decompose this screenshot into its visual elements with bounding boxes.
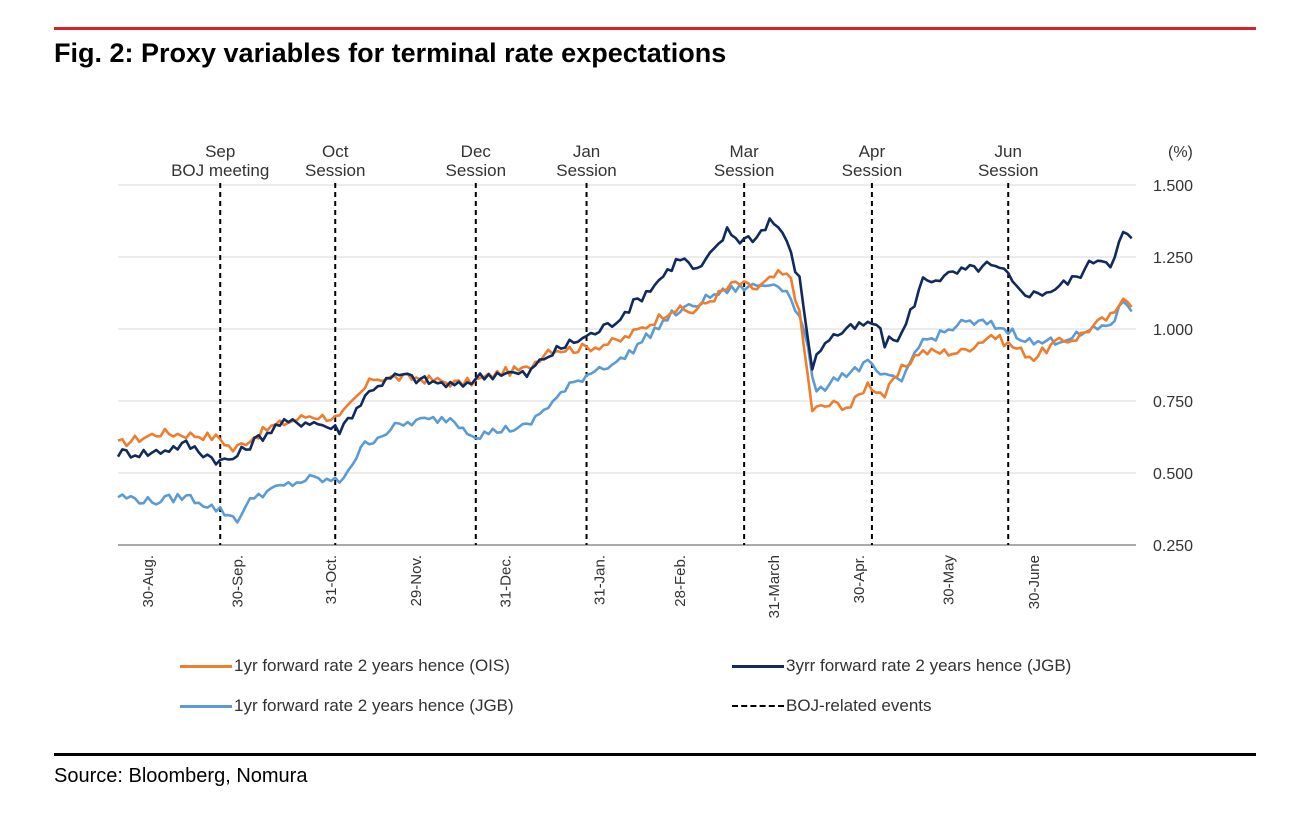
event-label-line1: Mar: [729, 142, 759, 161]
event-label-line2: Session: [842, 161, 902, 180]
x-tick-label: 31-March: [766, 555, 783, 618]
legend-swatch-ois: [180, 664, 232, 668]
source-note: Source: Bloomberg, Nomura: [54, 765, 308, 787]
y-tick-label: 0.750: [1153, 394, 1193, 411]
top-accent-rule: [54, 27, 1256, 30]
x-tick-label: 29-Nov.: [408, 555, 425, 606]
legend-item-jgb1: 1yr forward rate 2 years hence (JGB): [180, 696, 514, 716]
event-label-line2: Session: [305, 161, 365, 180]
legend-label-jgb3: 3yrr forward rate 2 years hence (JGB): [786, 656, 1072, 675]
event-label-line1: Jan: [573, 142, 600, 161]
legend-item-events: BOJ-related events: [732, 696, 932, 716]
legend-swatch-events: [732, 705, 784, 707]
event-label-line1: Jun: [995, 142, 1022, 161]
event-label-line2: Session: [556, 161, 616, 180]
y-tick-label: 1.000: [1153, 322, 1193, 339]
event-label-line1: Dec: [461, 142, 492, 161]
legend-swatch-jgb1: [180, 704, 232, 708]
x-tick-label: 31-Oct.: [323, 555, 340, 604]
series-line-jgb1: [117, 282, 1133, 524]
event-label-line1: Oct: [322, 142, 349, 161]
x-tick-label: 30-June: [1026, 555, 1043, 609]
legend-swatch-jgb3: [732, 664, 784, 668]
bottom-rule: [54, 753, 1256, 756]
legend-item-jgb3: 3yrr forward rate 2 years hence (JGB): [732, 656, 1071, 676]
event-label-line1: Apr: [859, 142, 886, 161]
series-line-jgb3: [116, 217, 1133, 466]
legend-label-ois: 1yr forward rate 2 years hence (OIS): [234, 656, 510, 675]
x-tick-label: 30-Apr.: [851, 555, 868, 603]
x-tick-label: 31-Dec.: [498, 555, 515, 608]
x-tick-label: 30-May: [941, 555, 958, 606]
legend-label-jgb1: 1yr forward rate 2 years hence (JGB): [234, 696, 514, 715]
x-tick-label: 31-Jan.: [591, 555, 608, 605]
event-label-line2: BOJ meeting: [171, 161, 269, 180]
event-label-line2: Session: [978, 161, 1038, 180]
unit-label: (%): [1168, 144, 1193, 161]
y-tick-label: 1.250: [1153, 250, 1193, 267]
y-tick-label: 1.500: [1153, 178, 1193, 195]
event-label-line2: Session: [446, 161, 506, 180]
figure-title: Fig. 2: Proxy variables for terminal rat…: [54, 38, 727, 68]
legend-label-events: BOJ-related events: [786, 696, 932, 715]
x-tick-label: 30-Sep.: [229, 555, 246, 608]
event-label-line1: Sep: [205, 142, 235, 161]
y-tick-label: 0.500: [1153, 466, 1193, 483]
y-tick-label: 0.250: [1153, 538, 1193, 555]
x-tick-label: 28-Feb.: [672, 555, 689, 607]
x-tick-label: 30-Aug.: [140, 555, 157, 608]
legend-item-ois: 1yr forward rate 2 years hence (OIS): [180, 656, 510, 676]
series-line-ois: [117, 268, 1133, 453]
event-label-line2: Session: [714, 161, 774, 180]
